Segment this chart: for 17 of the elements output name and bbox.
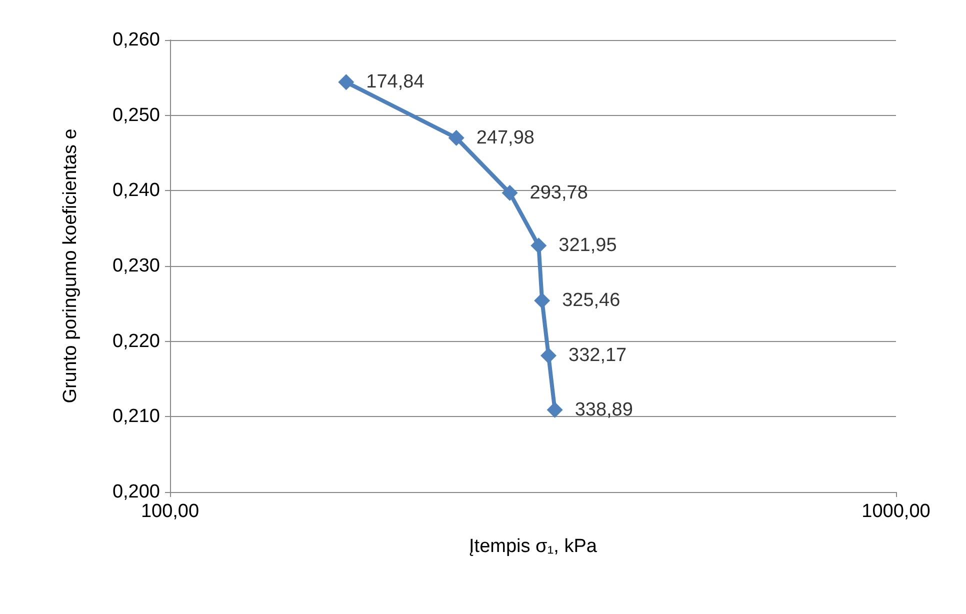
y-axis-title: Grunto poringumo koeficientas e: [60, 128, 81, 404]
annotation: 174,84: [366, 72, 425, 93]
annotation: 332,17: [568, 345, 627, 366]
annotation: 338,89: [574, 399, 633, 420]
annotation: 247,98: [476, 127, 534, 148]
y-tick-label: 0,210: [112, 406, 160, 428]
x-axis-title: Įtempis σ₁, kPa: [469, 536, 598, 557]
y-tick-label: 0,200: [112, 482, 160, 502]
x-tick-label: 1000,00: [862, 501, 930, 522]
y-tick-label: 0,260: [112, 30, 160, 50]
annotation: 325,46: [562, 290, 620, 312]
y-tick-label: 0,240: [112, 180, 160, 202]
y-tick-label: 0,230: [112, 256, 160, 276]
y-tick-label: 0,220: [112, 330, 160, 352]
y-tick-label: 0,250: [112, 104, 160, 126]
annotation: 321,95: [558, 235, 617, 256]
x-tick-label: 100,00: [140, 501, 200, 522]
